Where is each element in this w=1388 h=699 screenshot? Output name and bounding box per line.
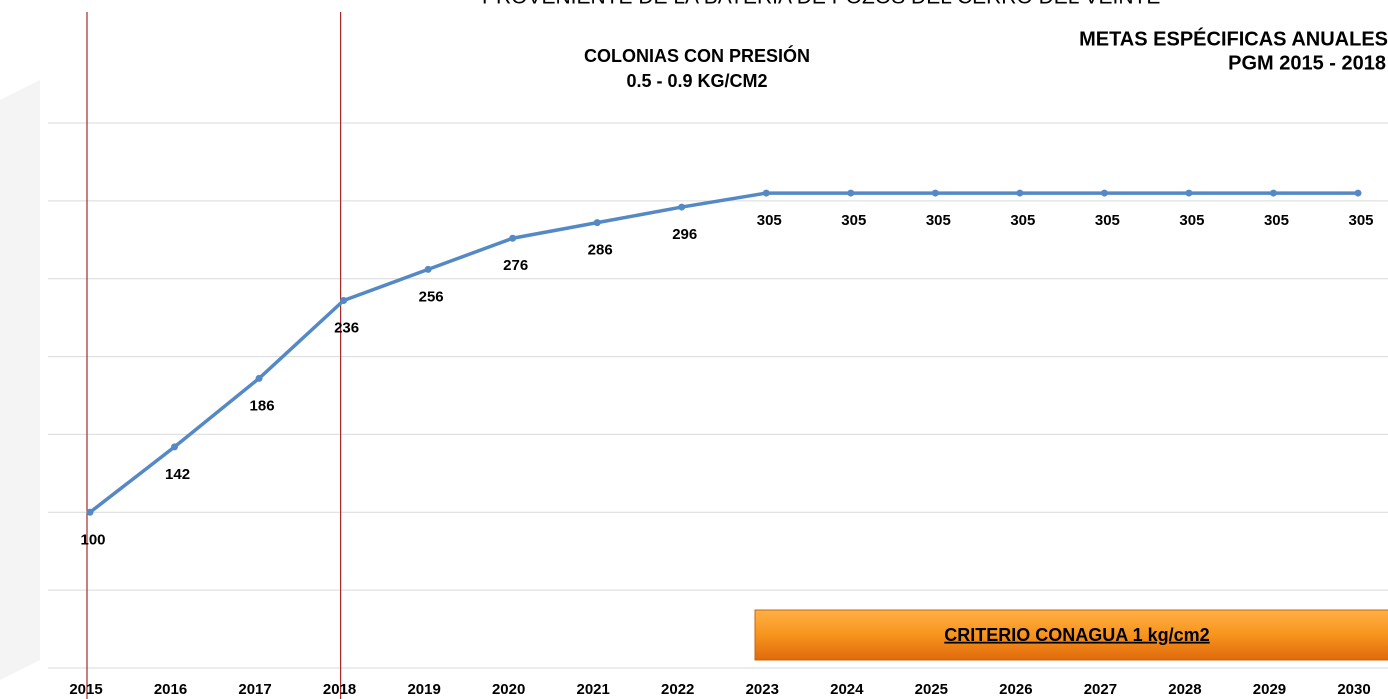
data-label: 100 — [80, 531, 105, 548]
data-label: 305 — [926, 212, 951, 229]
x-tick-label: 2026 — [999, 681, 1032, 698]
data-point — [1185, 189, 1193, 197]
x-tick-label: 2027 — [1084, 681, 1117, 698]
data-point — [762, 189, 770, 197]
x-tick-label: 2025 — [915, 681, 948, 698]
data-point — [424, 265, 432, 273]
data-point — [1100, 189, 1108, 197]
data-point — [678, 203, 686, 211]
x-tick-label: 2023 — [746, 681, 779, 698]
x-tick-label: 2017 — [238, 681, 271, 698]
data-label: 186 — [250, 397, 275, 414]
annotation-box — [754, 609, 1388, 661]
data-label: 286 — [588, 242, 613, 259]
data-label: 142 — [165, 466, 190, 483]
data-point — [340, 297, 348, 305]
chart-title: COLONIAS CON PRESIÓN — [584, 45, 810, 66]
data-label: 305 — [1010, 212, 1035, 229]
data-label: 305 — [1179, 212, 1204, 229]
data-label: 236 — [334, 319, 359, 336]
data-point — [86, 508, 94, 516]
data-point — [593, 219, 601, 227]
x-tick-label: 2016 — [154, 681, 187, 698]
x-tick-label: 2029 — [1253, 681, 1286, 698]
x-tick-label: 2022 — [661, 681, 694, 698]
x-tick-label: 2021 — [577, 681, 610, 698]
data-label: 305 — [841, 212, 866, 229]
data-point — [1269, 189, 1277, 197]
x-tick-label: 2015 — [69, 681, 102, 698]
annotation: CRITERIO CONAGUA 1 kg/cm2 — [944, 625, 1209, 645]
data-point — [847, 189, 855, 197]
chart-title: 0.5 - 0.9 KG/CM2 — [626, 71, 767, 91]
data-line — [88, 191, 1358, 514]
data-label: 305 — [1348, 212, 1373, 229]
subtitle: PGM 2015 - 2018 — [1228, 52, 1386, 74]
x-tick-label: 2019 — [407, 681, 440, 698]
data-label: 256 — [419, 288, 444, 305]
x-tick-label: 2018 — [323, 681, 356, 698]
data-label: 305 — [1095, 212, 1120, 229]
subtitle: METAS ESPÉCIFICAS ANUALES — [1079, 27, 1388, 50]
x-tick-label: 2028 — [1168, 681, 1201, 698]
data-label: 296 — [672, 226, 697, 243]
data-point — [255, 374, 263, 382]
data-point — [509, 234, 517, 242]
data-label: 276 — [503, 257, 528, 274]
data-point — [931, 189, 939, 197]
header: PROVENIENTE DE LA BATERIA DE POZOS DEL C… — [482, 0, 1160, 9]
data-point — [1016, 189, 1024, 197]
data-label: 305 — [757, 212, 782, 229]
x-tick-label: 2020 — [492, 681, 525, 698]
x-tick-label: 2030 — [1337, 681, 1370, 698]
data-label: 305 — [1264, 212, 1289, 229]
data-point — [171, 443, 179, 451]
data-point — [1354, 189, 1362, 197]
background-shape — [0, 80, 40, 680]
x-tick-label: 2024 — [830, 681, 864, 698]
